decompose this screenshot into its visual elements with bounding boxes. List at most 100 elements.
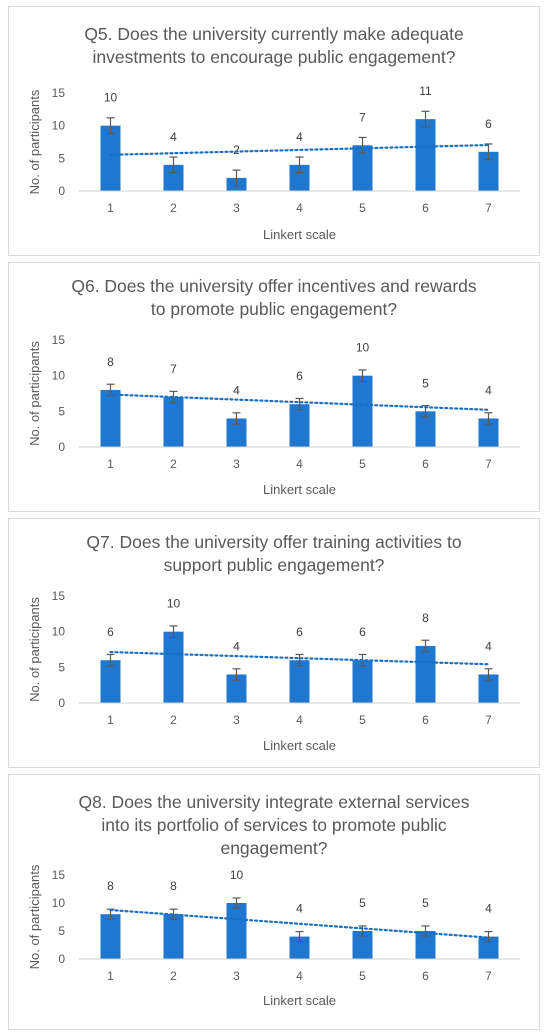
- error-bar: [358, 136, 367, 154]
- x-tick-label: 6: [422, 457, 429, 471]
- bar-1: [100, 125, 121, 191]
- data-label: 8: [107, 879, 114, 893]
- error-bar: [106, 653, 115, 667]
- error-bar: [295, 930, 304, 943]
- bar-4: [289, 660, 310, 703]
- error-bar: [169, 908, 178, 920]
- bar-6: [415, 931, 436, 959]
- y-tick-label: 10: [52, 625, 66, 639]
- y-tick-label: 0: [58, 696, 65, 710]
- x-tick-label: 6: [422, 713, 429, 727]
- y-tick-label: 0: [58, 952, 65, 966]
- x-axis-label: Linkert scale: [263, 738, 336, 753]
- error-bar: [169, 625, 178, 638]
- bar-7: [478, 418, 499, 447]
- x-tick-label: 3: [233, 713, 240, 727]
- trendline: [109, 908, 490, 939]
- error-bar: [106, 117, 115, 135]
- bar-6: [415, 411, 436, 447]
- y-tick-label: 5: [58, 404, 65, 418]
- x-tick-label: 7: [485, 969, 492, 983]
- bar-7: [478, 674, 499, 703]
- chart-title-line: Q6. Does the university offer incentives…: [71, 276, 477, 296]
- x-tick-label: 4: [296, 969, 303, 983]
- x-tick-label: 3: [233, 969, 240, 983]
- data-label: 4: [485, 383, 492, 397]
- y-tick-label: 10: [52, 119, 66, 133]
- x-tick-label: 3: [233, 457, 240, 471]
- bar-2: [163, 914, 184, 959]
- data-label: 4: [296, 130, 303, 144]
- chart-title: Q8. Does the university integrate extern…: [9, 791, 539, 860]
- chart-title-line: investments to encourage public engageme…: [92, 47, 456, 67]
- bar-1: [100, 389, 121, 447]
- x-tick-label: 1: [107, 969, 114, 983]
- bar-2: [163, 397, 184, 447]
- chart-title: Q5. Does the university currently make a…: [9, 23, 539, 69]
- x-tick-label: 1: [107, 201, 114, 215]
- chart-title-line: Q7. Does the university offer training a…: [86, 532, 462, 552]
- chart-title: Q7. Does the university offer training a…: [9, 531, 539, 577]
- error-bar: [232, 412, 241, 425]
- x-tick-label: 5: [359, 457, 366, 471]
- data-label: 6: [485, 117, 492, 131]
- bar-5: [352, 931, 373, 959]
- y-tick-label: 5: [58, 660, 65, 674]
- data-label: 4: [485, 639, 492, 653]
- data-label: 2: [233, 143, 240, 157]
- x-axis-label: Linkert scale: [263, 227, 336, 242]
- trendline: [109, 393, 490, 411]
- y-tick-label: 15: [52, 86, 66, 100]
- bar-2: [163, 631, 184, 703]
- x-tick-label: 3: [233, 201, 240, 215]
- bar-5: [352, 375, 373, 447]
- error-bar: [169, 156, 178, 174]
- chart-panel-q5: Q5. Does the university currently make a…: [8, 6, 540, 256]
- bar-5: [352, 660, 373, 703]
- bar-6: [415, 119, 436, 191]
- bar-4: [289, 404, 310, 447]
- chart-title-line: Q5. Does the university currently make a…: [84, 24, 464, 44]
- chart-title-line: into its portfolio of services to promot…: [101, 815, 447, 835]
- x-tick-label: 4: [296, 713, 303, 727]
- x-tick-label: 4: [296, 457, 303, 471]
- y-tick-label: 10: [52, 896, 66, 910]
- x-tick-label: 2: [170, 457, 177, 471]
- error-bar: [295, 653, 304, 667]
- chart-title-line: Q8. Does the university integrate extern…: [78, 792, 470, 812]
- data-label: 7: [359, 110, 366, 124]
- chart-title-line: to promote public engagement?: [150, 299, 398, 319]
- bar-3: [226, 903, 247, 959]
- trendline: [109, 650, 490, 666]
- data-label: 10: [167, 597, 181, 611]
- bar-7: [478, 151, 499, 191]
- y-tick-label: 15: [52, 589, 66, 603]
- chart-title-line: engagement?: [220, 838, 328, 858]
- data-label: 6: [107, 625, 114, 639]
- y-axis-label: No. of participants: [27, 597, 42, 702]
- data-label: 7: [170, 362, 177, 376]
- x-tick-label: 6: [422, 969, 429, 983]
- x-axis-label: Linkert scale: [263, 993, 336, 1008]
- data-label: 6: [359, 625, 366, 639]
- error-bar: [232, 668, 241, 681]
- x-tick-label: 4: [296, 201, 303, 215]
- x-tick-label: 7: [485, 457, 492, 471]
- chart-title-line: support public engagement?: [163, 555, 385, 575]
- x-tick-label: 1: [107, 713, 114, 727]
- bar-6: [415, 645, 436, 703]
- x-tick-label: 7: [485, 201, 492, 215]
- y-tick-label: 15: [52, 868, 66, 882]
- data-label: 10: [230, 868, 244, 882]
- data-label: 5: [422, 896, 429, 910]
- bar-1: [100, 914, 121, 959]
- bar-4: [289, 164, 310, 191]
- bar-7: [478, 936, 499, 959]
- error-bar: [421, 925, 430, 937]
- data-label: 8: [170, 879, 177, 893]
- data-label: 8: [422, 611, 429, 625]
- chart-svg: 0 5 10 15 No. of participants 6 1 10 2 4 3 6 4 6 5 8 6 4 7…: [27, 589, 520, 753]
- data-label: 10: [104, 91, 118, 105]
- x-axis-label: Linkert scale: [263, 482, 336, 497]
- error-bar: [484, 930, 493, 943]
